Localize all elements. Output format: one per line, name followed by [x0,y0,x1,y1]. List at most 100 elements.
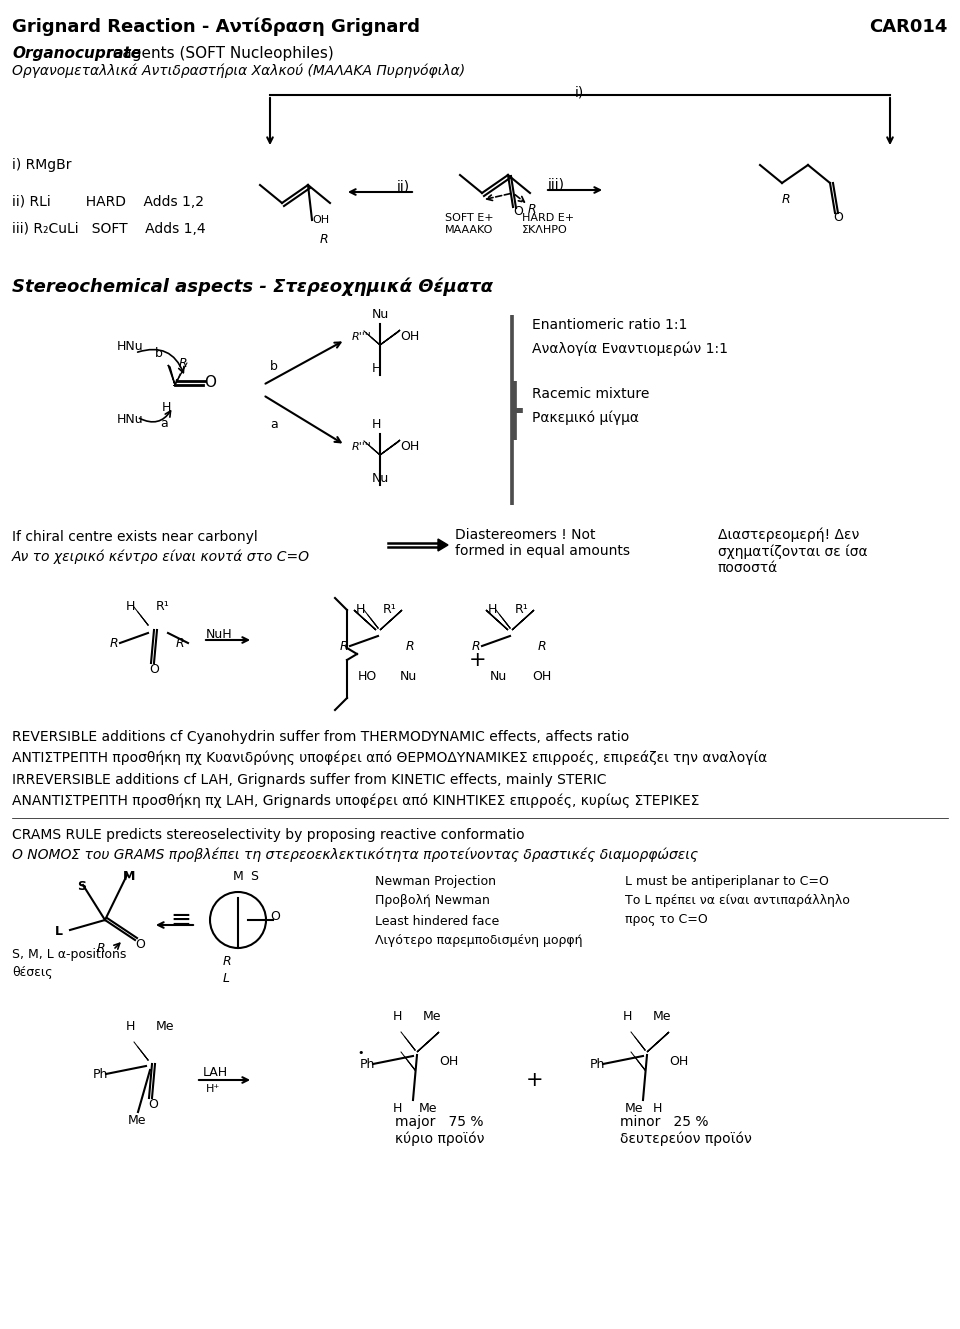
Text: HNu: HNu [117,413,144,427]
Text: +: + [526,1070,543,1090]
Text: H: H [162,401,172,415]
Text: Me: Me [128,1114,147,1127]
Text: Αν το χειρικό κέντρο είναι κοντά στο C=O: Αν το χειρικό κέντρο είναι κοντά στο C=O [12,550,310,565]
Text: Διαστερεομερή! Δεν
σχηματίζονται σε ίσα
ποσοστά: Διαστερεομερή! Δεν σχηματίζονται σε ίσα … [718,528,868,575]
Text: Nu: Nu [372,308,389,322]
Text: R'''': R'''' [352,332,372,342]
Polygon shape [512,610,534,630]
Polygon shape [438,540,448,552]
Text: H: H [623,1010,633,1023]
Text: R: R [179,358,187,369]
Text: H⁺: H⁺ [206,1084,220,1094]
Text: •: • [357,1049,364,1058]
Text: OH: OH [400,330,420,343]
Text: HNu: HNu [117,340,144,354]
Text: minor   25 %
δευτερεύον προϊόν: minor 25 % δευτερεύον προϊόν [620,1115,752,1146]
Text: i) RMgBr: i) RMgBr [12,158,71,171]
Text: Me: Me [653,1010,671,1023]
Text: Stereochemical aspects - Στερεοχημικά Θέματα: Stereochemical aspects - Στερεοχημικά Θέ… [12,278,493,296]
Text: Me: Me [156,1019,175,1033]
Text: L: L [223,971,230,985]
Text: R¹: R¹ [515,603,529,617]
Text: IRREVERSIBLE additions cf LAH, Grignards suffer from KINETIC effects, mainly STE: IRREVERSIBLE additions cf LAH, Grignards… [12,773,700,808]
Text: reagents (SOFT Nucleophiles): reagents (SOFT Nucleophiles) [102,47,334,61]
Text: Nu: Nu [490,670,507,683]
Text: H: H [356,603,366,617]
Text: O: O [204,375,216,389]
Text: Ph: Ph [360,1058,375,1071]
Text: a: a [160,417,168,431]
Text: OH: OH [312,215,329,225]
Text: R: R [110,637,119,650]
Text: H: H [393,1010,402,1023]
Text: Me: Me [423,1010,442,1023]
Polygon shape [168,365,175,385]
Text: R¹: R¹ [383,603,396,617]
Text: L: L [55,925,63,938]
Text: SOFT E+
MAAAKO: SOFT E+ MAAAKO [445,213,493,235]
Text: H: H [393,1102,402,1115]
Text: S: S [77,880,86,893]
Text: H: H [488,603,497,617]
Text: OH: OH [400,440,420,453]
Text: Ph: Ph [590,1058,606,1071]
Text: Enantiomeric ratio 1:1
Αναλογία Εναντιομερών 1:1

Racemic mixture
Ρακεμικό μίγμα: Enantiomeric ratio 1:1 Αναλογία Εναντιομ… [532,318,728,425]
Text: Οργανομεταλλικά Αντιδραστήρια Χαλκού (ΜΑΛΑΚΑ Πυρηνόφιλα): Οργανομεταλλικά Αντιδραστήρια Χαλκού (ΜΑ… [12,64,466,78]
Text: S: S [250,870,258,882]
Text: ii): ii) [396,179,410,194]
Text: Least hindered face
Λιγότερο παρεμποδισμένη μορφή: Least hindered face Λιγότερο παρεμποδισμ… [375,914,583,948]
Text: H: H [372,361,381,375]
Text: R: R [320,233,328,246]
Text: Nu: Nu [400,670,418,683]
Text: Newman Projection
Προβολή Newman: Newman Projection Προβολή Newman [375,874,496,906]
Text: M: M [233,870,244,882]
Text: a: a [270,419,277,431]
Text: M: M [123,870,135,882]
Text: Grignard Reaction - Αντίδραση Grignard: Grignard Reaction - Αντίδραση Grignard [12,19,420,36]
Text: O: O [148,1098,157,1111]
Text: iii): iii) [548,178,565,191]
Text: R'''': R'''' [352,443,372,452]
Text: R: R [538,641,546,653]
Text: i): i) [575,86,585,100]
Text: CRAMS RULE predicts stereoselectivity by proposing reactive conformatio: CRAMS RULE predicts stereoselectivity by… [12,828,524,843]
Polygon shape [380,440,400,455]
Text: O: O [135,938,145,952]
Text: OH: OH [439,1055,458,1069]
Polygon shape [647,1033,669,1053]
Text: Me: Me [419,1102,438,1115]
Text: H: H [126,599,135,613]
Text: HARD E+
ΣΚΛΗΡΟ: HARD E+ ΣΚΛΗΡΟ [522,213,574,235]
Text: major   75 %
κύριο προϊόν: major 75 % κύριο προϊόν [395,1115,485,1146]
Text: OH: OH [532,670,551,683]
Text: R: R [528,203,537,217]
Text: +: + [469,650,487,670]
Text: R¹: R¹ [156,599,170,613]
Text: b: b [155,347,163,360]
Text: R: R [782,193,791,206]
Text: NuH: NuH [206,629,232,641]
Text: R: R [340,641,348,653]
Text: R: R [472,641,481,653]
Polygon shape [417,1033,439,1053]
Text: O: O [149,663,158,676]
Text: H: H [653,1102,662,1115]
Polygon shape [380,330,400,346]
Text: H: H [372,419,381,431]
Text: O: O [513,205,523,218]
Polygon shape [380,610,402,630]
Text: iii) R₂CuLi   SOFT    Adds 1,4: iii) R₂CuLi SOFT Adds 1,4 [12,222,205,237]
Text: R: R [97,942,106,956]
Text: HO: HO [358,670,377,683]
Polygon shape [486,610,508,630]
Text: LAH: LAH [203,1066,228,1079]
Text: Ph: Ph [93,1069,108,1080]
Text: ii) RLi        HARD    Adds 1,2: ii) RLi HARD Adds 1,2 [12,195,204,209]
Text: ≡: ≡ [170,908,191,932]
Text: O: O [833,211,843,225]
Text: REVERSIBLE additions cf Cyanohydrin suffer from THERMODYNAMIC effects, affects r: REVERSIBLE additions cf Cyanohydrin suff… [12,730,767,764]
Text: O: O [270,910,280,924]
Text: Diastereomers ! Not
formed in equal amounts: Diastereomers ! Not formed in equal amou… [455,528,630,558]
Text: R: R [176,637,184,650]
Text: b: b [270,360,277,373]
